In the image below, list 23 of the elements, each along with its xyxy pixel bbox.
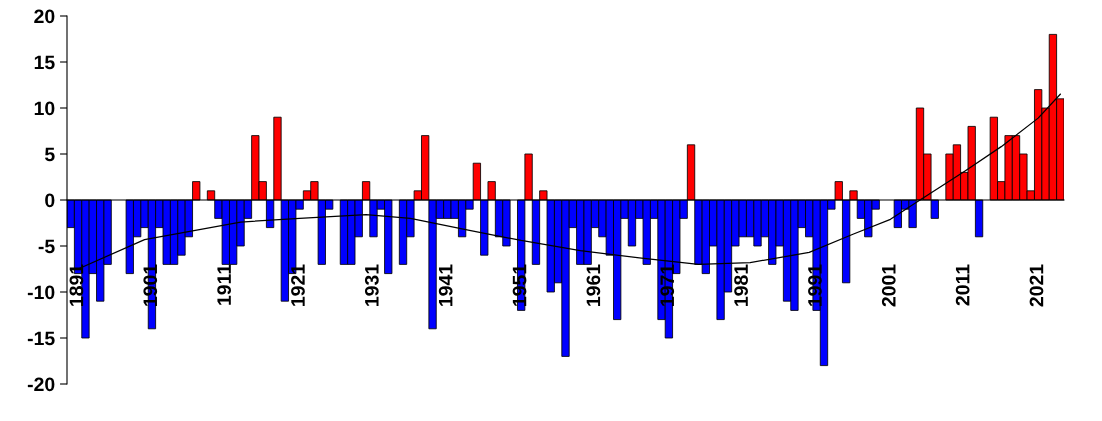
x-tick-label: 1911 xyxy=(217,264,231,305)
y-tick-label: -10 xyxy=(27,285,55,300)
x-tick-label: 1961 xyxy=(586,264,601,306)
x-tick-label: 2011 xyxy=(955,264,970,306)
y-tick-label: 10 xyxy=(34,101,55,116)
y-tick-label: -15 xyxy=(27,331,55,346)
y-tick-label: 20 xyxy=(34,9,55,24)
y-tick-label: 0 xyxy=(45,193,55,208)
x-tick-label: 1931 xyxy=(364,264,379,306)
y-tick-label: -5 xyxy=(38,239,55,254)
x-tick-label: 1951 xyxy=(512,264,527,306)
x-tick-label: 1921 xyxy=(291,264,305,306)
x-tick-label: 1891 xyxy=(69,264,84,306)
x-tick-label: 2001 xyxy=(881,264,896,307)
x-tick-label: 1991 xyxy=(808,264,822,306)
x-tick-label: 1981 xyxy=(734,264,748,306)
x-tick-label: 1901 xyxy=(143,264,158,306)
x-tick-label: 1971 xyxy=(660,264,675,306)
y-tick-label: 15 xyxy=(34,55,55,70)
y-tick-label: 5 xyxy=(44,147,55,162)
x-tick-label: 1941 xyxy=(438,264,453,306)
y-tick-label: -20 xyxy=(27,377,55,392)
x-tick-label: 2021 xyxy=(1029,264,1044,307)
